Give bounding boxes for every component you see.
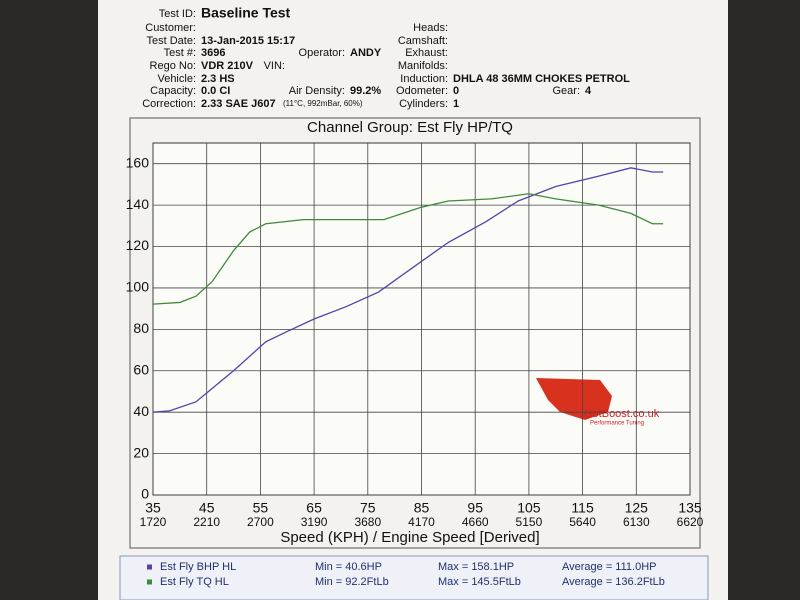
- field-label: Odometer:: [396, 85, 448, 97]
- logo-shape: [536, 378, 612, 420]
- field-label: Gear:: [552, 85, 580, 97]
- x-secondary-tick-label: 5640: [569, 515, 596, 529]
- field-label: Test #:: [164, 47, 196, 59]
- x-secondary-tick-label: 6620: [677, 515, 704, 529]
- x-secondary-tick-label: 3680: [354, 515, 381, 529]
- x-secondary-tick-label: 5150: [516, 515, 543, 529]
- legend-stat: Average = 136.2FtLb: [562, 576, 665, 588]
- x-secondary-tick-label: 1720: [140, 515, 167, 529]
- legend-stat: Max = 145.5FtLb: [438, 576, 521, 588]
- field-label: VIN:: [264, 60, 285, 72]
- y-tick-label: 160: [126, 154, 150, 170]
- legend-marker: [147, 564, 152, 570]
- field-label: Camshaft:: [398, 35, 448, 47]
- x-tick-label: 75: [360, 500, 376, 516]
- field-label: Rego No:: [150, 60, 196, 72]
- y-tick-label: 0: [141, 486, 149, 502]
- legend-stat: Min = 92.2FtLb: [315, 576, 389, 588]
- logo-tagline: Performance Tuning: [590, 421, 644, 427]
- legend-stat: Min = 40.6HP: [315, 561, 382, 573]
- field-label: Exhaust:: [405, 47, 448, 59]
- x-tick-label: 125: [625, 500, 649, 516]
- legend-stat: Average = 111.0HP: [562, 561, 656, 573]
- field-label: Manifolds:: [398, 60, 448, 72]
- x-tick-label: 135: [678, 500, 702, 516]
- field-value: 4: [585, 85, 592, 97]
- logo-name: GotBoost.co.uk: [584, 408, 660, 420]
- x-secondary-tick-label: 2700: [247, 515, 274, 529]
- x-axis-label: Speed (KPH) / Engine Speed [Derived]: [280, 529, 539, 546]
- field-label: Capacity:: [150, 85, 196, 97]
- y-tick-label: 40: [133, 403, 149, 419]
- chart-frame: [129, 117, 701, 549]
- x-tick-label: 105: [517, 500, 541, 516]
- field-value: 2.33 SAE J607: [201, 98, 276, 110]
- x-secondary-tick-label: 4660: [462, 515, 489, 529]
- field-label: Vehicle:: [157, 73, 196, 85]
- field-note: (11°C, 992mBar, 60%): [283, 99, 363, 108]
- field-label: Test Date:: [146, 35, 196, 47]
- series-line: [152, 193, 664, 305]
- field-value: 99.2%: [350, 85, 381, 97]
- x-secondary-tick-label: 6130: [623, 515, 650, 529]
- field-label: Cylinders:: [399, 98, 448, 110]
- x-tick-label: 65: [306, 500, 322, 516]
- field-value: ANDY: [350, 47, 382, 59]
- y-tick-label: 80: [133, 320, 149, 336]
- legend-marker: [147, 579, 152, 585]
- field-value: DHLA 48 36MM CHOKES PETROL: [453, 73, 630, 85]
- y-tick-label: 120: [126, 237, 150, 253]
- field-label: Customer:: [145, 22, 196, 34]
- x-tick-label: 95: [467, 500, 483, 516]
- series-line: [152, 167, 664, 413]
- x-secondary-tick-label: 3190: [301, 515, 328, 529]
- field-label: Heads:: [413, 22, 448, 34]
- field-value: VDR 210V: [201, 60, 254, 72]
- field-value: 0.0 CI: [201, 85, 230, 97]
- x-tick-label: 115: [571, 500, 594, 516]
- x-secondary-tick-label: 4170: [408, 515, 435, 529]
- legend-label: Est Fly TQ HL: [160, 576, 229, 588]
- field-value: Baseline Test: [201, 5, 291, 21]
- x-secondary-tick-label: 2210: [193, 515, 220, 529]
- field-label: Correction:: [142, 98, 196, 110]
- y-tick-label: 140: [126, 196, 150, 212]
- x-tick-label: 85: [414, 500, 430, 516]
- field-label: Test ID:: [159, 8, 196, 20]
- field-value: 2.3 HS: [201, 73, 235, 85]
- field-label: Induction:: [400, 73, 448, 85]
- field-value: 1: [453, 98, 459, 110]
- field-label: Air Density:: [289, 85, 345, 97]
- field-label: Operator:: [299, 47, 345, 59]
- x-tick-label: 35: [145, 500, 161, 516]
- y-tick-label: 20: [133, 444, 149, 460]
- x-tick-label: 45: [199, 500, 215, 516]
- legend-stat: Max = 158.1HP: [438, 561, 514, 573]
- legend-label: Est Fly BHP HL: [160, 561, 236, 573]
- y-tick-label: 60: [133, 361, 149, 377]
- field-value: 13-Jan-2015 15:17: [201, 35, 295, 47]
- x-tick-label: 55: [253, 500, 269, 516]
- chart-title: Channel Group: Est Fly HP/TQ: [307, 119, 513, 136]
- field-value: 3696: [201, 47, 225, 59]
- legend-box: [119, 555, 709, 600]
- y-tick-label: 100: [126, 279, 150, 295]
- field-value: 0: [453, 85, 459, 97]
